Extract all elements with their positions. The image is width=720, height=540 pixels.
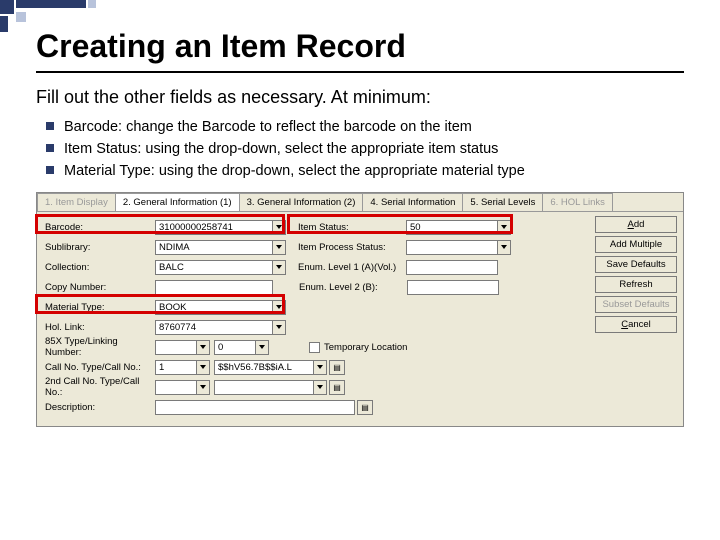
item-process-label: Item Process Status: <box>298 242 406 253</box>
call2-b-dropdown-icon[interactable] <box>313 380 327 395</box>
sublibrary-dropdown-icon[interactable] <box>272 240 286 255</box>
x85-b-field[interactable]: 0 <box>214 340 256 355</box>
call1-a-field[interactable]: 1 <box>155 360 197 375</box>
call1-a-dropdown-icon[interactable] <box>196 360 210 375</box>
enum2-field[interactable] <box>407 280 499 295</box>
hol-label: Hol. Link: <box>45 322 155 333</box>
intro-text: Fill out the other fields as necessary. … <box>36 87 684 108</box>
barcode-field[interactable]: 31000000258741 <box>155 220 273 235</box>
enum2-label: Enum. Level 2 (B): <box>299 282 407 293</box>
corner-decoration <box>0 0 120 38</box>
bullet-item: Barcode: change the Barcode to reflect t… <box>46 118 684 136</box>
tab-general-1[interactable]: 2. General Information (1) <box>115 193 240 211</box>
collection-dropdown-icon[interactable] <box>272 260 286 275</box>
tab-hol-links[interactable]: 6. HOL Links <box>542 193 613 211</box>
x85-b-dropdown-icon[interactable] <box>255 340 269 355</box>
add-button[interactable]: Add <box>595 216 677 233</box>
item-process-dropdown-icon[interactable] <box>497 240 511 255</box>
tab-general-2[interactable]: 3. General Information (2) <box>239 193 364 211</box>
desc-list-icon[interactable]: ▤ <box>357 400 373 415</box>
barcode-label: Barcode: <box>45 222 155 233</box>
item-status-label: Item Status: <box>298 222 406 233</box>
material-dropdown-icon[interactable] <box>272 300 286 315</box>
slide-title: Creating an Item Record <box>36 28 684 73</box>
bullet-item: Material Type: using the drop-down, sele… <box>46 162 684 180</box>
call2-b-field[interactable] <box>214 380 314 395</box>
material-field[interactable]: BOOK <box>155 300 273 315</box>
call2-a-field[interactable] <box>155 380 197 395</box>
cancel-button[interactable]: Cancel <box>595 316 677 333</box>
x85-label: 85X Type/Linking Number: <box>45 336 155 358</box>
desc-label: Description: <box>45 402 155 413</box>
desc-field[interactable] <box>155 400 355 415</box>
tab-item-display[interactable]: 1. Item Display <box>37 193 116 211</box>
temp-location-label: Temporary Location <box>324 342 407 353</box>
form-panel: 1. Item Display 2. General Information (… <box>36 192 684 427</box>
call1-b-field[interactable]: $$hV56.7B$$iA.L <box>214 360 314 375</box>
add-multiple-button[interactable]: Add Multiple <box>595 236 677 253</box>
call1-b-dropdown-icon[interactable] <box>313 360 327 375</box>
material-label: Material Type: <box>45 302 155 313</box>
save-defaults-button[interactable]: Save Defaults <box>595 256 677 273</box>
temp-location-check[interactable]: Temporary Location <box>309 342 407 353</box>
copy-label: Copy Number: <box>45 282 155 293</box>
call2-list-icon[interactable]: ▤ <box>329 380 345 395</box>
x85-a-dropdown-icon[interactable] <box>196 340 210 355</box>
collection-field[interactable]: BALC <box>155 260 273 275</box>
item-process-field[interactable] <box>406 240 498 255</box>
enum1-field[interactable] <box>406 260 498 275</box>
subset-defaults-button[interactable]: Subset Defaults <box>595 296 677 313</box>
item-status-field[interactable]: 50 <box>406 220 498 235</box>
bullet-item: Item Status: using the drop-down, select… <box>46 140 684 158</box>
sublibrary-label: Sublibrary: <box>45 242 155 253</box>
sublibrary-field[interactable]: NDIMA <box>155 240 273 255</box>
call1-list-icon[interactable]: ▤ <box>329 360 345 375</box>
item-status-dropdown-icon[interactable] <box>497 220 511 235</box>
hol-dropdown-icon[interactable] <box>272 320 286 335</box>
call1-label: Call No. Type/Call No.: <box>45 362 155 373</box>
call2-label: 2nd Call No. Type/Call No.: <box>45 376 155 398</box>
tab-serial-info[interactable]: 4. Serial Information <box>362 193 463 211</box>
call2-a-dropdown-icon[interactable] <box>196 380 210 395</box>
barcode-dropdown-icon[interactable] <box>272 220 286 235</box>
collection-label: Collection: <box>45 262 155 273</box>
tab-bar: 1. Item Display 2. General Information (… <box>37 193 683 212</box>
copy-field[interactable] <box>155 280 273 295</box>
refresh-button[interactable]: Refresh <box>595 276 677 293</box>
button-sidebar: Add Add Multiple Save Defaults Refresh S… <box>595 216 677 333</box>
bullet-list: Barcode: change the Barcode to reflect t… <box>36 118 684 180</box>
enum1-label: Enum. Level 1 (A)(Vol.) <box>298 262 406 273</box>
x85-a-field[interactable] <box>155 340 197 355</box>
form-area: Add Add Multiple Save Defaults Refresh S… <box>37 212 683 426</box>
hol-field[interactable]: 8760774 <box>155 320 273 335</box>
tab-serial-levels[interactable]: 5. Serial Levels <box>462 193 543 211</box>
